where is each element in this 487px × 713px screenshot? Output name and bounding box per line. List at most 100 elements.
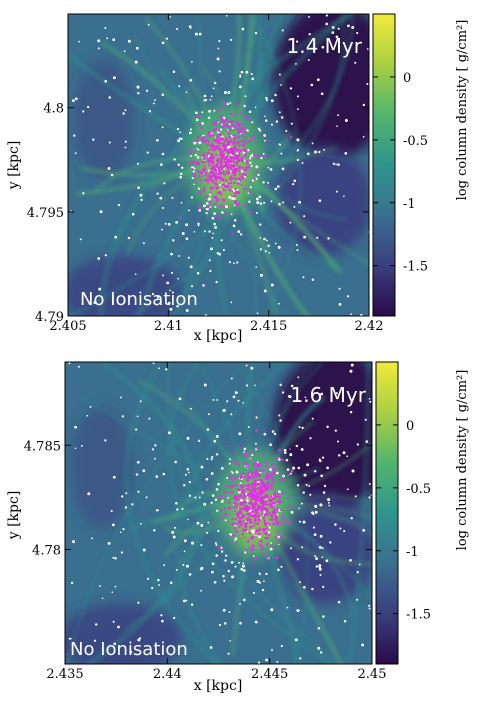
star-magenta bbox=[287, 473, 291, 477]
y-tick-label: 4.78 bbox=[32, 543, 61, 558]
star-white bbox=[146, 151, 149, 154]
star-magenta bbox=[204, 178, 208, 182]
star-white bbox=[347, 24, 350, 28]
star-magenta bbox=[290, 469, 294, 473]
star-white bbox=[297, 466, 301, 470]
star-white bbox=[283, 448, 287, 452]
star-magenta bbox=[257, 495, 260, 499]
star-magenta bbox=[248, 518, 252, 522]
star-white bbox=[220, 239, 223, 242]
star-magenta bbox=[242, 143, 245, 147]
star-white bbox=[360, 313, 363, 316]
star-white bbox=[259, 237, 262, 239]
star-white bbox=[298, 609, 300, 612]
star-white bbox=[228, 195, 232, 199]
star-white bbox=[125, 492, 128, 495]
star-white bbox=[355, 598, 359, 601]
star-white bbox=[298, 507, 300, 510]
star-white bbox=[206, 457, 209, 461]
star-white bbox=[321, 547, 324, 550]
star-magenta bbox=[206, 175, 209, 178]
star-magenta bbox=[243, 148, 246, 151]
star-white bbox=[185, 237, 189, 240]
star-white bbox=[233, 262, 235, 265]
star-magenta bbox=[258, 514, 261, 517]
star-white bbox=[211, 455, 214, 459]
star-white bbox=[146, 577, 150, 580]
star-magenta bbox=[198, 175, 201, 178]
star-white bbox=[351, 469, 355, 473]
star-white bbox=[104, 439, 107, 442]
star-magenta bbox=[218, 148, 222, 152]
star-white bbox=[262, 181, 265, 184]
star-magenta bbox=[218, 546, 222, 550]
star-white bbox=[185, 309, 189, 312]
star-white bbox=[151, 586, 154, 590]
star-magenta bbox=[262, 495, 266, 499]
star-magenta bbox=[278, 471, 281, 474]
star-white bbox=[258, 535, 261, 539]
star-white bbox=[296, 609, 300, 612]
star-magenta bbox=[189, 151, 193, 154]
star-white bbox=[338, 287, 341, 290]
star-white bbox=[154, 99, 156, 101]
star-magenta bbox=[243, 115, 247, 119]
star-white bbox=[214, 498, 218, 501]
star-magenta bbox=[235, 156, 239, 159]
star-magenta bbox=[213, 186, 216, 189]
star-white bbox=[349, 558, 352, 562]
star-white bbox=[248, 200, 251, 203]
star-magenta bbox=[229, 475, 232, 479]
star-magenta bbox=[270, 495, 273, 498]
star-magenta bbox=[258, 527, 261, 530]
star-white bbox=[153, 529, 156, 532]
star-white bbox=[161, 207, 164, 209]
star-white bbox=[220, 128, 223, 131]
star-magenta bbox=[210, 167, 213, 170]
star-white bbox=[249, 186, 252, 189]
star-magenta bbox=[228, 485, 231, 488]
star-magenta bbox=[261, 481, 264, 484]
star-magenta bbox=[263, 487, 266, 490]
star-white bbox=[321, 45, 325, 49]
star-white bbox=[337, 600, 341, 604]
star-magenta bbox=[240, 130, 244, 134]
star-magenta bbox=[252, 153, 256, 157]
star-magenta bbox=[243, 452, 246, 455]
star-white bbox=[234, 565, 237, 568]
star-white bbox=[234, 391, 238, 395]
star-particles-white bbox=[68, 362, 372, 664]
star-magenta bbox=[256, 529, 259, 533]
star-magenta bbox=[235, 161, 238, 165]
star-magenta bbox=[240, 140, 243, 143]
star-white bbox=[228, 261, 231, 264]
star-white bbox=[140, 522, 142, 525]
star-magenta bbox=[257, 516, 260, 520]
star-white bbox=[275, 120, 279, 123]
star-white bbox=[207, 198, 210, 201]
star-white bbox=[316, 236, 319, 239]
star-white bbox=[263, 580, 265, 582]
star-magenta bbox=[206, 181, 210, 184]
star-white bbox=[292, 182, 295, 186]
star-white bbox=[269, 168, 273, 171]
star-magenta bbox=[242, 489, 246, 492]
star-white bbox=[110, 509, 113, 513]
star-white bbox=[178, 397, 182, 401]
star-magenta bbox=[261, 453, 264, 456]
star-magenta bbox=[268, 512, 272, 515]
star-magenta bbox=[228, 128, 232, 131]
star-white bbox=[222, 408, 226, 412]
star-white bbox=[127, 236, 131, 240]
star-magenta bbox=[237, 463, 240, 467]
star-white bbox=[307, 59, 310, 62]
star-white bbox=[326, 466, 329, 470]
star-white bbox=[247, 192, 250, 195]
star-magenta bbox=[211, 156, 214, 159]
star-magenta bbox=[236, 168, 239, 171]
star-white bbox=[286, 606, 289, 609]
star-magenta bbox=[227, 182, 230, 185]
star-magenta bbox=[278, 449, 281, 452]
star-white bbox=[346, 295, 350, 298]
star-white bbox=[185, 223, 189, 227]
